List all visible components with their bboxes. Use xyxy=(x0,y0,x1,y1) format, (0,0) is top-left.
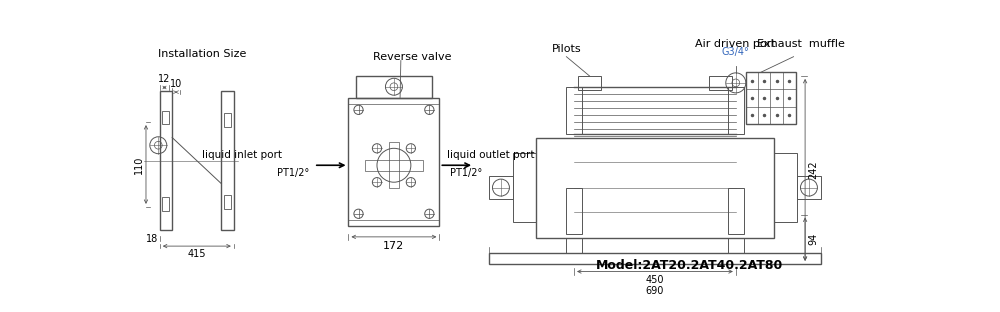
Text: Model:2AT20.2AT40.2AT80: Model:2AT20.2AT40.2AT80 xyxy=(596,259,783,272)
Text: 94: 94 xyxy=(808,233,818,245)
Bar xyxy=(566,188,582,234)
Bar xyxy=(162,197,169,211)
Bar xyxy=(746,72,796,124)
Text: G3/4°: G3/4° xyxy=(722,47,750,57)
Bar xyxy=(728,238,744,253)
Bar xyxy=(224,113,231,127)
Bar xyxy=(797,176,820,199)
Text: Pilots: Pilots xyxy=(552,44,581,54)
Bar xyxy=(356,76,432,97)
Text: Air driven port: Air driven port xyxy=(695,39,776,49)
Text: Installation Size: Installation Size xyxy=(158,49,246,59)
Bar xyxy=(489,253,820,264)
Text: liquid outlet port: liquid outlet port xyxy=(447,150,535,160)
Text: Reverse valve: Reverse valve xyxy=(373,52,452,62)
Bar xyxy=(489,176,512,199)
Text: 172: 172 xyxy=(383,241,405,251)
Text: PT1/2°: PT1/2° xyxy=(277,168,309,178)
Bar xyxy=(728,87,744,134)
Text: 415: 415 xyxy=(188,249,206,259)
Bar xyxy=(389,142,399,188)
Bar xyxy=(566,87,582,134)
Bar xyxy=(728,188,744,234)
Text: liquid inlet port: liquid inlet port xyxy=(202,150,282,160)
Text: 110: 110 xyxy=(134,155,144,174)
Bar xyxy=(709,76,732,90)
Text: PT1/2°: PT1/2° xyxy=(450,168,482,178)
Bar xyxy=(162,110,169,124)
Text: 10: 10 xyxy=(170,79,182,89)
Bar xyxy=(160,91,172,230)
Text: 12: 12 xyxy=(158,74,171,85)
Bar xyxy=(512,153,536,222)
Text: Exhaust  muffle: Exhaust muffle xyxy=(757,39,845,49)
Bar xyxy=(348,97,439,226)
Text: 242: 242 xyxy=(808,161,818,179)
Bar xyxy=(566,238,582,253)
Bar xyxy=(578,76,601,90)
Bar xyxy=(221,91,234,230)
Text: 18: 18 xyxy=(146,234,158,244)
Text: 450: 450 xyxy=(646,275,664,285)
Bar xyxy=(365,160,423,171)
Bar xyxy=(774,153,797,222)
Bar xyxy=(224,195,231,209)
Bar xyxy=(536,138,774,238)
Text: 690: 690 xyxy=(646,286,664,296)
